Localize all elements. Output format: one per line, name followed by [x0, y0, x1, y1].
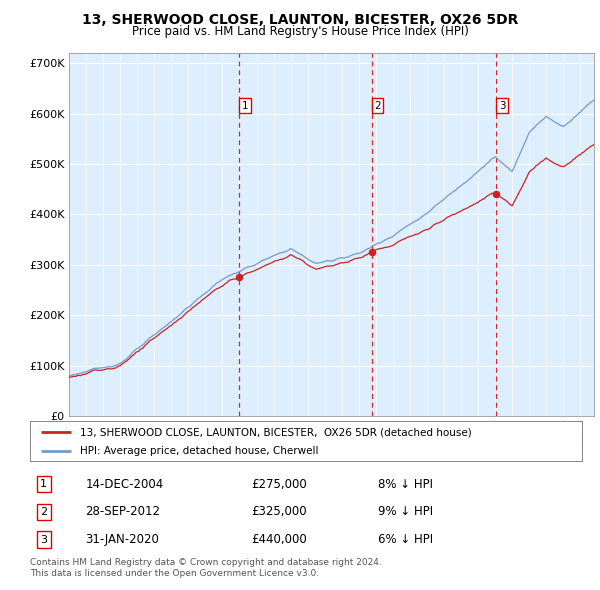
Text: This data is licensed under the Open Government Licence v3.0.: This data is licensed under the Open Gov… [30, 569, 319, 578]
Text: 3: 3 [40, 535, 47, 545]
Text: Price paid vs. HM Land Registry's House Price Index (HPI): Price paid vs. HM Land Registry's House … [131, 25, 469, 38]
Text: 28-SEP-2012: 28-SEP-2012 [85, 506, 160, 519]
Point [234, 273, 244, 282]
Text: HPI: Average price, detached house, Cherwell: HPI: Average price, detached house, Cher… [80, 445, 318, 455]
Text: £440,000: £440,000 [251, 533, 307, 546]
Text: 1: 1 [241, 101, 248, 111]
Text: 2: 2 [374, 101, 381, 111]
Text: 13, SHERWOOD CLOSE, LAUNTON, BICESTER,  OX26 5DR (detached house): 13, SHERWOOD CLOSE, LAUNTON, BICESTER, O… [80, 427, 472, 437]
Text: 9% ↓ HPI: 9% ↓ HPI [378, 506, 433, 519]
Text: 3: 3 [499, 101, 506, 111]
Point [491, 189, 501, 199]
Text: 31-JAN-2020: 31-JAN-2020 [85, 533, 159, 546]
Text: 6% ↓ HPI: 6% ↓ HPI [378, 533, 433, 546]
Text: 8% ↓ HPI: 8% ↓ HPI [378, 477, 433, 490]
Text: Contains HM Land Registry data © Crown copyright and database right 2024.: Contains HM Land Registry data © Crown c… [30, 558, 382, 566]
Text: 1: 1 [40, 479, 47, 489]
Text: 13, SHERWOOD CLOSE, LAUNTON, BICESTER, OX26 5DR: 13, SHERWOOD CLOSE, LAUNTON, BICESTER, O… [82, 13, 518, 27]
Text: £325,000: £325,000 [251, 506, 307, 519]
Point [367, 247, 376, 257]
Text: 14-DEC-2004: 14-DEC-2004 [85, 477, 163, 490]
Text: 2: 2 [40, 507, 47, 517]
Text: £275,000: £275,000 [251, 477, 307, 490]
